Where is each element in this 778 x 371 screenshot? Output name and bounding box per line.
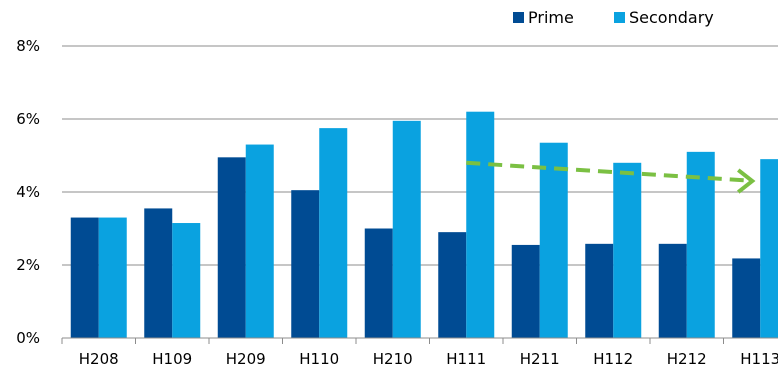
bar-secondary-h111 [466,111,495,338]
x-tick-label-h111: H111 [446,350,486,368]
x-tick-label-h109: H109 [152,350,192,368]
y-tick-label: 8% [16,37,40,55]
bar-secondary-h212 [686,151,715,338]
bar-secondary-h208 [98,217,127,338]
legend-swatch-secondary [614,12,625,23]
x-tick-label-h212: H212 [667,350,707,368]
legend-label-secondary: Secondary [629,8,714,27]
x-axis-ticks: H208 H109 H209 H110 H210 H111 H211 H112 H212 H113 [61,337,778,368]
bar-secondary-h211 [539,142,568,338]
legend-label-prime: Prime [528,8,574,27]
bar-prime-h210 [364,228,393,338]
bars [70,111,778,338]
x-tick-label-h209: H209 [226,350,266,368]
y-tick-label: 6% [16,110,40,128]
bar-prime-h112 [585,243,614,338]
bar-prime-h209 [217,157,246,338]
annotations [466,160,756,194]
y-tick-label: 2% [16,256,40,274]
bar-secondary-h112 [613,162,642,338]
bar-secondary-h110 [319,128,348,338]
x-tick-label-h210: H210 [373,350,413,368]
bar-prime-h211 [511,244,540,338]
y-tick-label: 0% [16,329,40,347]
bar-secondary-h209 [245,144,274,338]
bar-prime-h111 [438,232,467,338]
bar-secondary-h109 [172,223,201,338]
bar-secondary-h210 [392,120,421,338]
legend-swatch-prime [513,12,524,23]
x-tick-label-h208: H208 [79,350,119,368]
trend-arrow-head [737,168,756,194]
x-tick-label-h211: H211 [520,350,560,368]
x-tick-label-h113: H113 [740,350,778,368]
bar-prime-h110 [291,190,320,338]
bar-prime-h109 [144,208,173,338]
trend-arrow-line [466,160,747,183]
x-tick-label-h112: H112 [593,350,633,368]
legend: Prime Secondary [513,8,714,27]
bar-secondary-h113 [760,159,778,338]
bar-prime-h212 [658,243,687,338]
y-tick-label: 4% [16,183,40,201]
bar-prime-h208 [70,217,99,338]
x-tick-label-h110: H110 [299,350,339,368]
bar-prime-h113 [732,258,761,338]
y-axis-ticks: 0% 2% 4% 6% 8% [16,37,40,347]
